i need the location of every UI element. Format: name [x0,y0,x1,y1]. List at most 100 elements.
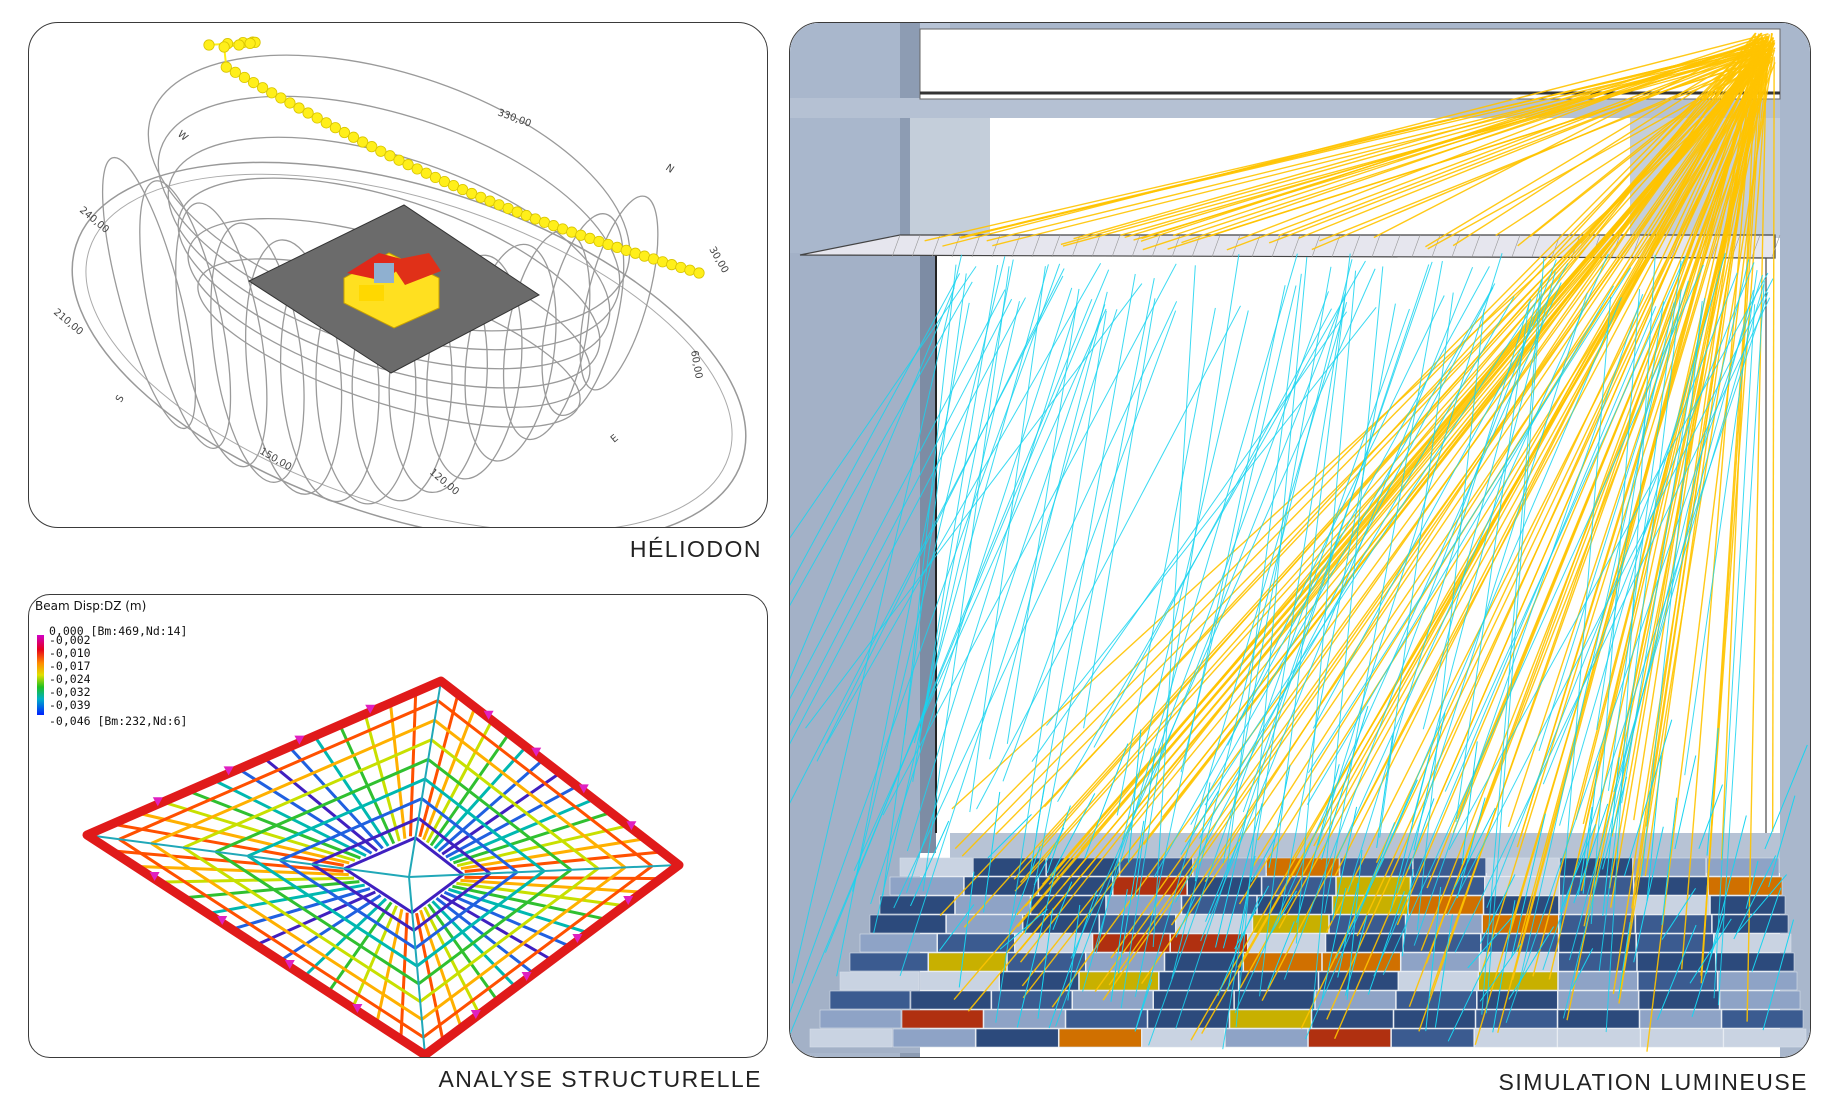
grid-purlin [247,777,426,858]
structure-caption: ANALYSE STRUCTURELLE [438,1066,762,1092]
bounce-ray [1270,890,1297,934]
grid-beam [452,884,607,921]
bounce-ray [958,871,975,988]
reflected-ray [1382,264,1704,976]
grid-beam [447,887,589,935]
reflected-ray [826,262,1102,744]
grid-purlin [420,797,518,874]
heliodon-panel: 330,00 N 30,00 60,00 E 120,00 150,00 S 2… [28,22,768,528]
floor-tile [1475,1009,1558,1029]
reflected-ray [1057,260,1366,803]
reflected-ray [1242,261,1433,813]
grid-purlin [182,846,422,1003]
light-ray [1190,43,1763,1041]
ceiling-grid-line [971,234,981,258]
floor-tile [899,857,973,877]
dial-label-60: 60,00 [688,350,704,380]
light-ray [1612,45,1766,994]
light-ray [1277,50,1759,237]
reflected-ray [1035,273,1136,833]
reflected-ray [1190,283,1496,825]
dial-label-120: 120,00 [427,467,461,498]
grid-beam [422,706,477,841]
bounce-ray [1367,891,1405,995]
reflected-ray [1605,254,1656,1033]
grid-beam [427,903,499,1002]
sun-position-marker [257,82,269,94]
light-ray [1583,34,1771,927]
grid-beam [288,745,384,850]
floor-tile [1308,1028,1391,1048]
grid-purlin [412,872,491,932]
grid-beam [112,822,344,867]
sun-position-marker [438,175,451,188]
sun-position-marker [411,163,423,175]
floor-tile [910,990,992,1010]
bounce-ray [1661,797,1678,925]
legend-tick: -0,046 [Bm:232,Nd:6] [49,714,188,728]
floor-tile [919,971,999,991]
reflected-ray [1416,309,1485,931]
floor-tile [819,1009,902,1029]
sun-position-marker [275,92,287,104]
floor-tile [1058,1028,1142,1048]
reflected-ray [805,283,1143,729]
legend-tick: -0,039 [49,698,91,712]
reflected-ray [1171,259,1353,979]
light-ray [1334,45,1766,1040]
grid-purlin [436,699,653,868]
dial-label-w: W [175,129,190,144]
sun-position-marker [393,154,405,166]
bounce-ray [1745,860,1759,909]
reflected-ray [1153,266,1490,878]
floor-tile [1638,990,1720,1010]
reflected-ray [1422,279,1543,730]
sun-path [203,36,705,279]
sun-position-marker [229,66,241,78]
grid-beam [452,810,612,865]
perimeter-frame [82,676,684,1057]
dome-meridian [175,202,268,468]
light-ray [1609,48,1759,908]
light-ray [1124,42,1770,239]
sun-position-marker [693,267,705,279]
sun-position-marker [293,102,305,114]
reflected-ray [1411,271,1556,823]
light-ray [1373,37,1763,239]
sun-position-marker [247,76,260,89]
diagonal-ridge [408,680,442,878]
bounce-ray [1037,908,1054,1019]
ceiling-grid-line [931,234,941,258]
reflected-ray [1562,259,1750,1019]
floor-tile [839,971,920,991]
ceiling-grid-line [1411,234,1421,258]
light-ray [1396,51,1770,926]
support-marker [531,747,542,757]
light-ray [1311,54,1773,251]
floor-tile [1072,990,1153,1010]
floor-tile [1065,1009,1148,1029]
light-ray [1631,45,1758,909]
sun-position-marker [366,141,378,153]
reflected-ray [1227,295,1445,746]
floor-tile [1719,990,1801,1010]
ceiling-grid-line [1111,234,1121,258]
bounce-ray [1764,744,1808,850]
light-ray [1142,42,1775,251]
grid-beam [137,811,350,865]
support-marker [623,896,634,905]
sun-position-marker [203,39,215,51]
floor-tile [1723,1028,1807,1048]
reflected-ray [1149,292,1347,785]
ceiling-grid-line [1531,234,1541,258]
reflected-ray [1082,253,1298,992]
reflected-ray [1083,298,1156,729]
grid-beam [464,875,661,881]
dome-meridian [541,213,625,417]
reflected-ray [1568,289,1754,961]
legend-tick: -0,010 [49,646,91,660]
light-ray [1094,60,1763,993]
legend-title: Beam Disp:DZ (m) [35,599,147,613]
bounce-ray [1768,795,1796,888]
reflected-ray [1148,308,1410,1046]
